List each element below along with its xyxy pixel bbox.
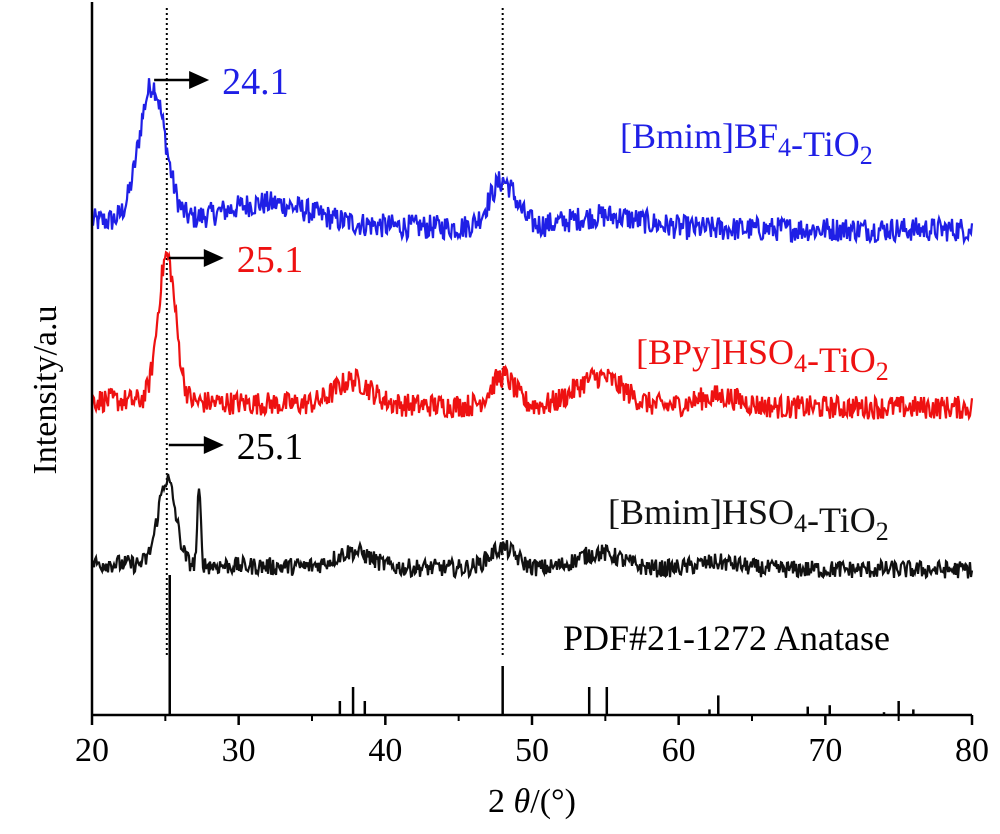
x-tick-label-3: 50	[515, 732, 549, 769]
series-label-1: [BPy]HSO4-TiO2	[636, 332, 889, 386]
peak-label-0: 24.1	[222, 61, 289, 103]
series-line-1	[90, 250, 974, 422]
y-axis-title: Intensity/a.u	[27, 305, 64, 474]
series-line-0	[90, 78, 974, 246]
peak-label-2: 25.1	[237, 426, 303, 468]
series-label-2: [Bmim]HSO4-TiO2	[608, 492, 889, 546]
x-tick-label-6: 80	[955, 732, 989, 769]
x-tick-label-0: 20	[75, 732, 109, 769]
peak-label-1: 25.1	[237, 239, 303, 281]
labels: [Bmim]BF4-TiO2 24.1 [BPy]HSO4-TiO2 25.1 [Bmi…	[154, 61, 890, 658]
reference-label: PDF#21-1272 Anatase	[563, 618, 890, 658]
x-tick-label-1: 30	[222, 732, 256, 769]
plot-area	[90, 8, 974, 715]
x-tick-label-4: 60	[662, 732, 696, 769]
series-line-2	[90, 473, 974, 580]
x-tick-label-5: 70	[808, 732, 842, 769]
peak-arrow-head-1	[203, 249, 224, 267]
x-tick-label-2: 40	[368, 732, 402, 769]
peak-arrow-head-2	[203, 436, 224, 454]
series-label-0: [Bmim]BF4-TiO2	[620, 116, 873, 170]
x-axis-title: 2 θ/(°)	[488, 783, 576, 820]
peak-arrow-head-0	[189, 71, 210, 89]
axes: 20 30 40 50 60 70 80 2 θ/(°) Intensity/a.u	[27, 2, 989, 820]
